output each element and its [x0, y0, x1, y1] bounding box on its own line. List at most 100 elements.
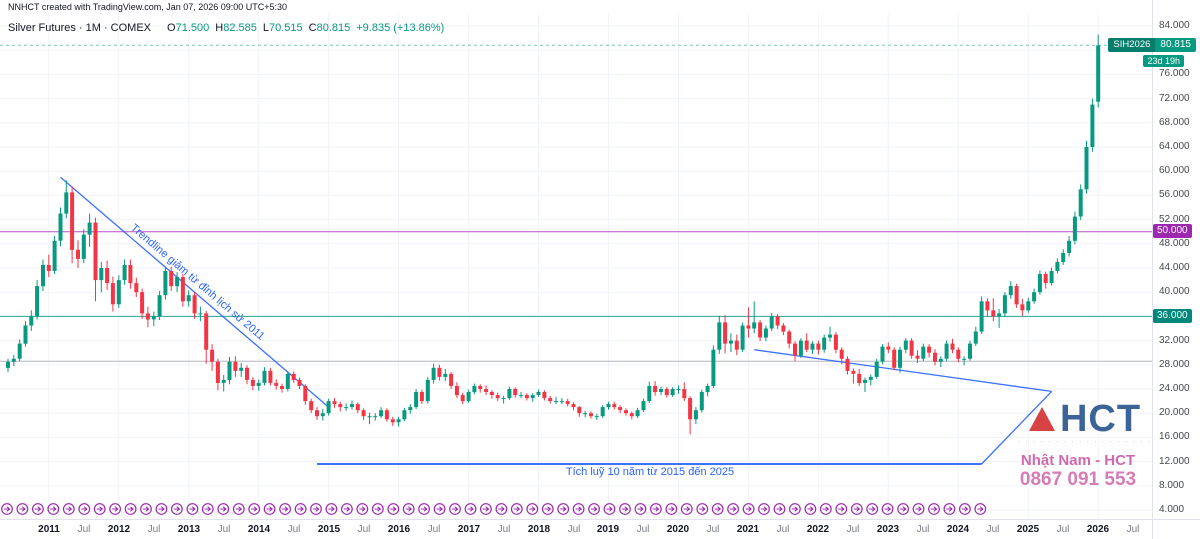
circular-arrow-icon [835, 503, 848, 515]
symbol-title[interactable]: Silver Futures · 1M · COMEX [8, 22, 152, 34]
circular-arrow-icon [310, 503, 322, 515]
hct-logo: HCT · · · · · · · · · · · · · · · · · · [1012, 400, 1158, 445]
time-axis-label: Jul [77, 524, 91, 535]
circular-arrow-icon [650, 503, 662, 515]
price-axis-label: 8.000 [1159, 480, 1185, 491]
expiry-countdown-badge: 23d 19h [1143, 55, 1184, 67]
price-level-lines[interactable] [0, 44, 1152, 362]
circular-arrow-icon [109, 503, 121, 515]
time-axis-label: 2021 [736, 524, 760, 535]
time-axis-label: 2018 [527, 524, 551, 535]
circular-arrow-icon [881, 503, 894, 515]
circular-arrow-icon [248, 503, 261, 515]
change-value: +9.835 (+13.86%) [356, 22, 445, 34]
contract-code: SIH2026 [1108, 38, 1156, 52]
time-axis-label: 2016 [387, 524, 411, 535]
high-value: 82.585 [223, 22, 257, 34]
price-axis-label: 16.000 [1159, 431, 1190, 442]
circular-arrow-icon [62, 503, 75, 515]
circular-arrow-icon [201, 503, 214, 515]
time-axis-label: Jul [147, 524, 161, 535]
close-value: 80.815 [316, 22, 351, 34]
hct-logo-tagline: · · · · · · · · · · · · · · · · · · [1017, 439, 1153, 445]
watermark-name: Nhật Nam - HCT [1020, 452, 1136, 469]
time-axis-label: 2011 [38, 524, 60, 535]
time-axis-label: Jul [776, 524, 790, 535]
time-axis-label: 2025 [1016, 524, 1040, 535]
time-axis-label: Jul [986, 524, 1000, 535]
circular-arrow-icon [341, 503, 353, 515]
price-axis-label: 4.000 [1159, 504, 1185, 515]
circular-arrow-icon [32, 503, 44, 515]
circular-arrow-icon [866, 503, 879, 515]
circular-arrow-icon [510, 503, 523, 515]
circular-arrow-icon [541, 503, 554, 515]
circular-arrow-icon [418, 503, 431, 515]
circular-arrow-icon [140, 503, 152, 515]
circular-arrow-icon [711, 503, 724, 515]
circular-arrow-icon [696, 503, 709, 515]
circular-arrow-icon [170, 503, 183, 515]
watermark-phone: 0867 091 553 [1019, 469, 1137, 490]
time-axis-label: Jul [1126, 524, 1140, 535]
attribution-text: NNHCT created with TradingView.com, Jan … [8, 2, 288, 12]
time-axis-label: 2014 [247, 524, 271, 535]
price-axis[interactable]: 84.00080.00076.00072.00068.00064.00060.0… [1152, 0, 1200, 519]
high-label: H [215, 22, 224, 34]
circular-arrow-icon [93, 503, 106, 515]
circular-arrow-icon [928, 503, 940, 515]
price-axis-label: 52.000 [1159, 214, 1190, 225]
time-axis-label: Jul [1056, 524, 1070, 535]
circular-arrow-icon [356, 503, 369, 515]
circular-arrow-icon [294, 503, 307, 515]
circular-arrow-icon [464, 503, 477, 515]
circular-arrow-icon [850, 503, 863, 515]
circular-arrow-icon [974, 503, 987, 515]
circular-arrow-icon [619, 503, 631, 515]
circular-arrow-icon [16, 503, 29, 515]
price-axis-label: 40.000 [1159, 286, 1190, 297]
time-axis-label: Jul [357, 524, 371, 535]
open-label: O [167, 22, 176, 34]
circular-arrow-icon [433, 503, 446, 515]
candles[interactable] [6, 34, 1101, 435]
price-axis-label: 32.000 [1159, 335, 1190, 346]
time-axis-label: Jul [567, 524, 581, 535]
circular-arrow-icon [480, 503, 492, 515]
circular-arrow-icon [402, 503, 415, 515]
time-axis-label: Jul [636, 524, 650, 535]
time-axis-label: 2022 [806, 524, 830, 535]
time-axis-label: 2023 [876, 524, 900, 535]
trendlines[interactable] [60, 176, 1053, 465]
circular-arrow-icon [897, 503, 909, 515]
last-price-badge: SIH2026 80.815 [1108, 38, 1196, 52]
price-axis-label: 76.000 [1159, 68, 1190, 79]
circular-arrow-icon [959, 503, 971, 515]
circular-arrow-icon [943, 503, 956, 515]
circular-arrow-icon [232, 503, 245, 515]
circular-arrow-icon [449, 503, 461, 515]
circular-arrow-icon [603, 503, 616, 515]
price-axis-label: 72.000 [1159, 93, 1190, 104]
circular-arrow-icon [789, 503, 801, 515]
axis-corner [1152, 519, 1200, 539]
time-axis-label: Jul [916, 524, 930, 535]
time-axis-label: 2017 [457, 524, 481, 535]
symbol-legend[interactable]: Silver Futures · 1M · COMEX O71.500 H82.58… [8, 22, 444, 34]
time-axis-label: 2024 [946, 524, 970, 535]
price-axis-label: 84.000 [1159, 20, 1190, 31]
accumulation-annotation-label[interactable]: Tích luỹ 10 năm từ 2015 đến 2025 [565, 466, 735, 478]
circular-arrow-icon [279, 503, 292, 515]
contract-rollover-markers[interactable] [1, 503, 987, 515]
time-axis-label: 2015 [317, 524, 341, 535]
time-axis-label: Jul [497, 524, 511, 535]
circular-arrow-icon [526, 503, 539, 515]
circular-arrow-icon [217, 503, 230, 515]
time-axis[interactable]: 2011 Jul 2012 Jul 2013 Jul 2014 Jul 2015 Jul 2016 J… [0, 519, 1152, 539]
time-axis-label: Jul [706, 524, 720, 535]
price-level-badge-50: 50.000 [1153, 224, 1192, 238]
time-axis-label: Jul [846, 524, 860, 535]
price-axis-label: 64.000 [1159, 141, 1190, 152]
